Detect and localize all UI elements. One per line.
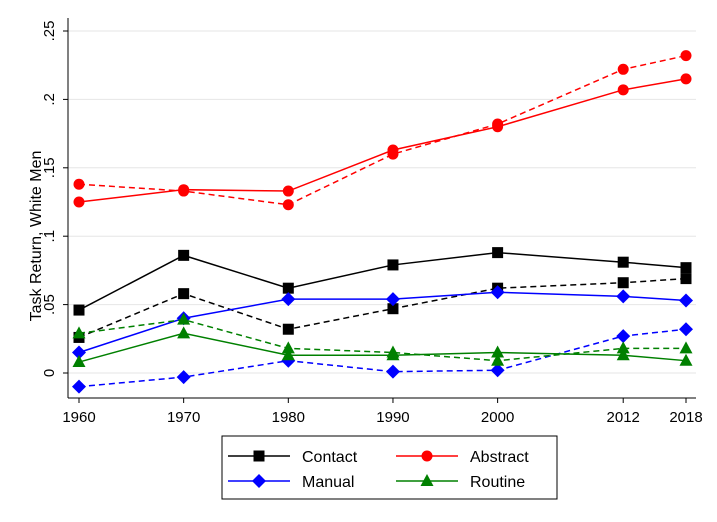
legend: Contact Abstract Manual Routine [221, 435, 558, 500]
data-point-marker [680, 273, 692, 285]
data-point-marker [679, 322, 693, 337]
gridlines [68, 30, 696, 374]
data-point-marker [178, 249, 190, 261]
legend-marker [253, 450, 265, 462]
data-point-marker [385, 364, 400, 379]
data-point-marker [617, 256, 629, 268]
y-tick-label: .05 [41, 294, 58, 315]
data-point-marker [387, 148, 399, 160]
y-tick-label: .15 [41, 157, 58, 178]
data-point-marker [616, 329, 631, 344]
data-point-marker [282, 323, 294, 335]
data-point-marker [73, 178, 85, 190]
series-3-circle-dashed [73, 50, 692, 211]
x-tick-label: 1980 [272, 409, 305, 426]
data-point-marker [679, 293, 693, 308]
legend-item-manual: Manual [228, 474, 354, 491]
data-point-marker [680, 73, 692, 85]
series-2-circle-solid [73, 73, 692, 208]
legend-marker [252, 474, 266, 488]
x-tick-label: 1990 [376, 409, 409, 426]
data-point-marker [282, 199, 294, 211]
series-5-diamond-dashed [72, 322, 693, 394]
data-point-marker [680, 262, 692, 274]
data-point-marker [178, 288, 190, 300]
data-point-marker [73, 304, 85, 316]
data-point-marker [72, 345, 86, 360]
data-point-marker [617, 277, 629, 289]
x-tick-label: 2000 [481, 409, 514, 426]
data-point-marker [616, 341, 630, 354]
data-point-marker [72, 355, 86, 368]
data-point-marker [616, 348, 630, 361]
series-7-triangle-dashed [72, 312, 693, 366]
series-line [78, 54, 687, 206]
data-point-marker [177, 312, 191, 325]
y-tick-label: 0 [41, 369, 58, 377]
legend-item-abstract: Abstract [396, 449, 529, 466]
y-ticks: 0 .05 .1 .15 .2 .25 [41, 21, 68, 377]
data-point-marker [177, 326, 191, 339]
data-point-marker [176, 370, 191, 385]
data-point-marker [679, 341, 693, 354]
data-point-marker [492, 118, 504, 130]
series-4-diamond-solid [72, 285, 693, 360]
legend-marker [420, 474, 434, 486]
data-point-marker [385, 292, 400, 307]
legend-label: Contact [302, 449, 358, 466]
x-tick-label: 2012 [607, 409, 640, 426]
y-tick-label: .25 [41, 21, 58, 42]
data-point-marker [282, 185, 294, 197]
data-point-marker [281, 348, 295, 361]
data-point-marker [282, 282, 294, 294]
series-1-square-dashed [73, 273, 692, 343]
data-point-marker [178, 185, 190, 197]
data-point-marker [387, 303, 399, 315]
series [72, 50, 693, 394]
series-0-square-solid [73, 247, 692, 316]
legend-box [221, 435, 558, 500]
legend-item-contact: Contact [228, 449, 358, 466]
data-point-marker [73, 196, 85, 208]
y-tick-label: .1 [41, 230, 58, 243]
data-point-marker [387, 259, 399, 271]
data-point-marker [617, 84, 629, 96]
series-line [78, 78, 687, 203]
series-line [78, 277, 687, 339]
legend-item-routine: Routine [396, 474, 525, 491]
series-6-triangle-solid [72, 326, 693, 368]
data-point-marker [72, 379, 86, 394]
data-point-marker [492, 247, 504, 259]
data-point-marker [490, 285, 505, 300]
data-point-marker [679, 353, 693, 366]
x-tick-label: 2018 [669, 409, 702, 426]
data-point-marker [281, 341, 295, 354]
x-ticks: 1960 1970 1980 1990 2000 2012 2018 [62, 398, 703, 426]
series-line [78, 332, 687, 363]
y-tick-label: .2 [41, 93, 58, 106]
y-axis-title: Task Return, White Men [28, 151, 45, 322]
series-line [78, 328, 687, 388]
legend-label: Manual [302, 474, 354, 491]
series-line [78, 251, 687, 311]
data-point-marker [617, 63, 629, 75]
data-point-marker [616, 289, 631, 304]
axes [67, 18, 696, 399]
x-tick-label: 1960 [62, 409, 95, 426]
legend-marker [421, 450, 433, 462]
data-point-marker [491, 345, 505, 358]
legend-label: Abstract [470, 449, 529, 466]
x-tick-label: 1970 [167, 409, 200, 426]
data-point-marker [491, 353, 505, 366]
data-point-marker [281, 292, 296, 307]
legend-label: Routine [470, 474, 525, 491]
data-point-marker [680, 50, 692, 62]
data-point-marker [72, 326, 86, 339]
data-point-marker [490, 363, 505, 378]
data-point-marker [386, 345, 400, 358]
